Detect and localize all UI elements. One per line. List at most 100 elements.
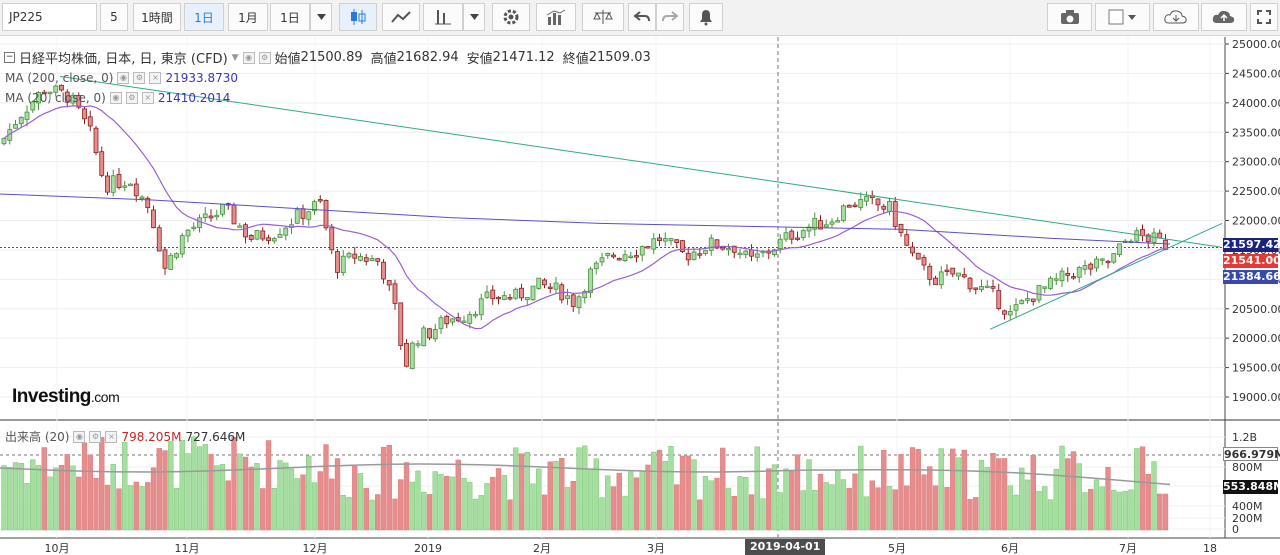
bar-compare-icon[interactable]	[536, 3, 576, 31]
volume-bar	[1076, 463, 1082, 531]
investing-logo: Investing.com	[12, 386, 120, 408]
volume-bar	[426, 494, 433, 531]
settings-icon[interactable]: ⚙	[258, 51, 271, 64]
volume-bar	[817, 473, 824, 531]
settings-gear-icon[interactable]	[492, 3, 530, 31]
legend-caret-icon[interactable]: ▼	[231, 52, 239, 63]
candle-body	[1099, 258, 1105, 261]
candle-body	[973, 287, 979, 290]
time-tick-label: 5月	[888, 542, 906, 555]
candle-body	[1002, 310, 1007, 315]
camera-icon[interactable]	[1047, 3, 1092, 31]
eye-icon[interactable]: ◉	[242, 51, 255, 64]
volume-bar	[697, 499, 703, 531]
interval-1mo-button[interactable]: 1月	[228, 3, 268, 31]
price-tick-label: 24000.00	[1232, 97, 1280, 110]
volume-bar	[375, 494, 381, 531]
redo-icon[interactable]	[656, 3, 684, 31]
candle-body	[294, 209, 300, 224]
settings-icon[interactable]: ⚙	[89, 430, 102, 443]
time-tick-label: 2月	[533, 542, 551, 555]
caret-down-icon[interactable]	[310, 3, 332, 31]
volume-bar	[1088, 488, 1094, 531]
volume-bar	[898, 454, 904, 531]
candle-body	[881, 205, 887, 210]
candlestick-icon[interactable]	[339, 3, 377, 31]
candle-body	[87, 116, 93, 127]
candle-body	[467, 314, 473, 324]
settings-icon[interactable]: ⚙	[133, 72, 146, 84]
candle-body	[317, 199, 323, 202]
line-chart-icon[interactable]	[382, 3, 420, 31]
volume-bar	[24, 483, 30, 531]
close-icon[interactable]: ×	[105, 430, 118, 443]
fullscreen-icon[interactable]	[1250, 3, 1278, 31]
candle-body	[783, 232, 789, 240]
volume-bar	[622, 495, 628, 531]
close-icon[interactable]: ×	[149, 72, 162, 84]
volume-bar	[173, 488, 180, 531]
symbol-input[interactable]: JP225	[2, 3, 97, 31]
volume-bar	[18, 462, 24, 531]
alert-bell-icon[interactable]	[689, 3, 723, 31]
eye-icon[interactable]: ◉	[73, 430, 86, 443]
candle-body	[1134, 230, 1140, 242]
candle-body	[616, 258, 622, 261]
candle-body	[260, 230, 266, 240]
close-value: 21509.03	[588, 50, 651, 65]
candle-body	[1053, 278, 1059, 281]
volume-bar	[7, 467, 13, 531]
candle-body	[243, 224, 248, 238]
candle-body	[708, 237, 714, 251]
candle-body	[346, 252, 352, 258]
toolbar: JP225 5 1時間 1日 1月 1日	[0, 0, 1280, 36]
volume-bar	[484, 483, 490, 531]
volume-bar	[599, 497, 605, 531]
volume-bar	[1007, 485, 1013, 531]
indicator-icon[interactable]	[423, 3, 463, 31]
interval-1d-alt-button[interactable]: 1日	[270, 3, 310, 31]
caret-down-icon[interactable]	[463, 3, 485, 31]
candle-body	[1059, 270, 1065, 282]
undo-icon[interactable]	[628, 3, 656, 31]
volume-bar	[467, 482, 473, 531]
candle-body	[553, 282, 559, 290]
volume-bar	[777, 492, 783, 531]
close-icon[interactable]: ×	[141, 92, 154, 104]
volume-bar	[685, 455, 691, 531]
eye-icon[interactable]: ◉	[117, 72, 130, 84]
cloud-upload-icon[interactable]	[1201, 3, 1247, 31]
candle-body	[674, 239, 680, 243]
cloud-download-icon[interactable]	[1153, 3, 1199, 31]
candle-body	[611, 254, 616, 258]
volume-bar	[915, 449, 921, 531]
volume-bar	[754, 446, 760, 531]
volume-bar	[679, 455, 686, 531]
settings-icon[interactable]: ⚙	[125, 92, 138, 104]
candle-body	[547, 286, 553, 289]
candle-body	[979, 286, 984, 290]
interval-1d-button[interactable]: 1日	[184, 3, 224, 31]
color-box-icon[interactable]	[1095, 3, 1150, 31]
candle-body	[151, 209, 156, 228]
collapse-icon[interactable]: −	[4, 52, 15, 63]
candle-body	[99, 151, 105, 176]
eye-icon[interactable]: ◉	[109, 92, 122, 104]
candle-body	[806, 226, 812, 232]
candle-body	[271, 238, 277, 242]
volume-bar	[656, 449, 663, 531]
price-tick-label: 22000.00	[1232, 215, 1280, 228]
interval-5-button[interactable]: 5	[100, 3, 128, 31]
volume-bar	[1042, 486, 1048, 531]
balance-icon[interactable]	[582, 3, 624, 31]
candle-body	[329, 227, 335, 251]
candle-body	[536, 277, 542, 289]
volume-bar	[288, 468, 295, 531]
candle-body	[306, 211, 312, 220]
volume-bar	[1001, 458, 1008, 531]
candle-body	[231, 204, 237, 225]
interval-1h-button[interactable]: 1時間	[133, 3, 181, 31]
candlestick-chart[interactable]: 25000.00 24500.00 24000.00 23500.00 23000.00…	[0, 37, 1280, 555]
candle-body	[703, 250, 708, 254]
ma20-label: MA (20, close, 0)	[5, 91, 106, 105]
